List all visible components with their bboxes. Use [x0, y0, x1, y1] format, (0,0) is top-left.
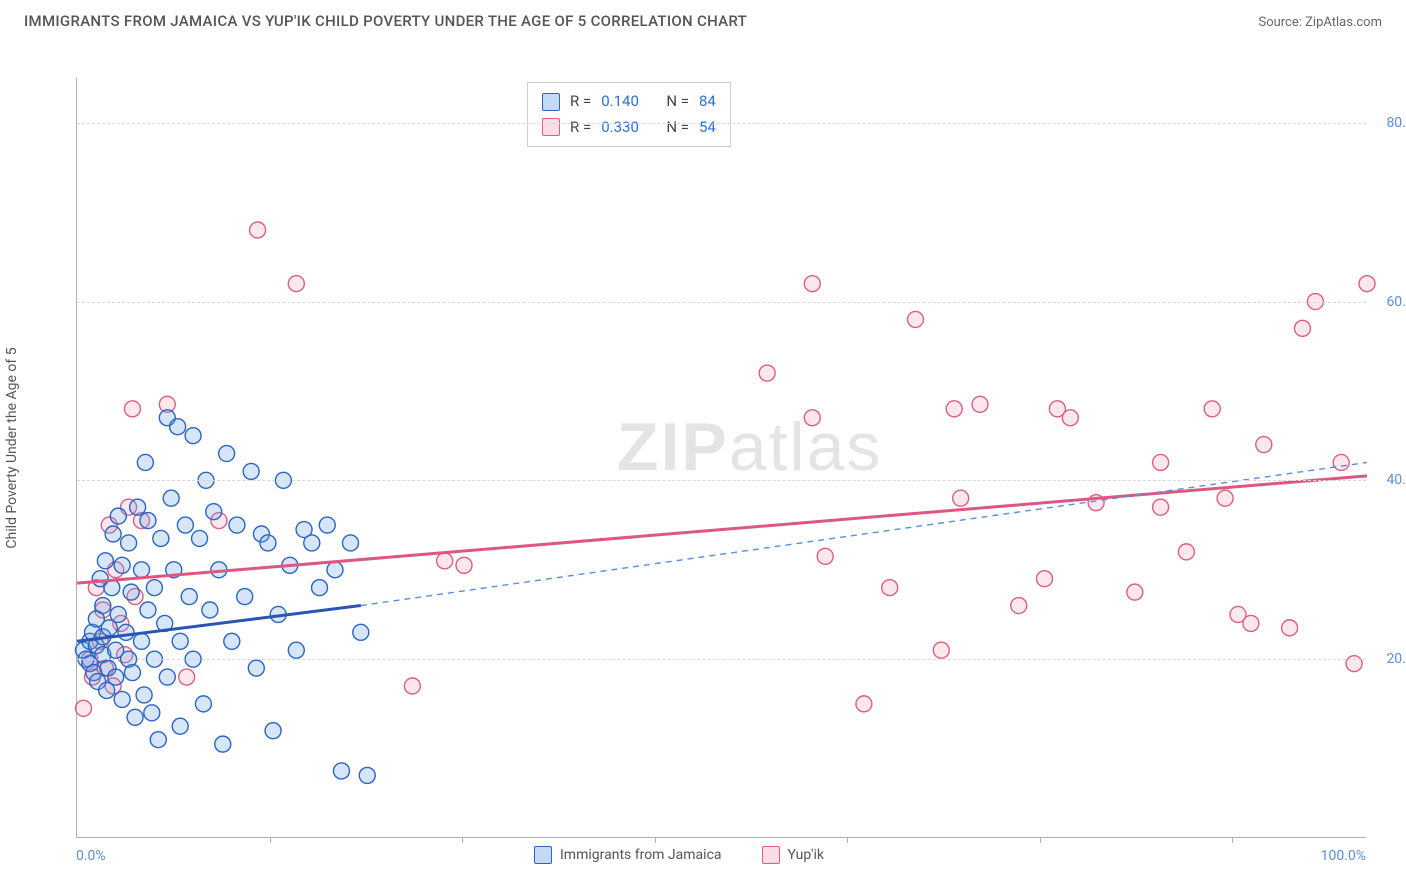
swatch-yupik-icon — [762, 846, 780, 864]
y-tick-label: 80.0% — [1386, 115, 1406, 131]
chart-title: IMMIGRANTS FROM JAMAICA VS YUP'IK CHILD … — [24, 12, 747, 30]
x-axis-max-label: 100.0% — [1321, 848, 1366, 864]
y-tick-label: 40.0% — [1386, 472, 1406, 488]
source-attribution: Source: ZipAtlas.com — [1258, 15, 1382, 30]
stats-row-jamaica: R = 0.140 N = 84 — [542, 89, 716, 115]
stats-row-yupik: R = 0.330 N = 54 — [542, 115, 716, 141]
legend-item-yupik: Yup'ik — [762, 846, 824, 864]
swatch-yupik-icon — [542, 118, 560, 136]
y-tick-label: 20.0% — [1386, 651, 1406, 667]
plot-region: ZIPatlas R = 0.140 N = 84 R = 0.330 N = … — [76, 78, 1366, 838]
legend-item-jamaica: Immigrants from Jamaica — [534, 846, 722, 864]
y-axis-label: Child Poverty Under the Age of 5 — [4, 347, 20, 548]
correlation-stats-box: R = 0.140 N = 84 R = 0.330 N = 54 — [527, 82, 731, 147]
x-axis-min-label: 0.0% — [76, 848, 106, 864]
swatch-jamaica-icon — [534, 846, 552, 864]
scatter-layer — [77, 78, 1367, 838]
y-tick-label: 60.0% — [1386, 294, 1406, 310]
chart-area: Child Poverty Under the Age of 5 ZIPatla… — [24, 38, 1382, 858]
swatch-jamaica-icon — [542, 93, 560, 111]
legend: Immigrants from Jamaica Yup'ik — [534, 846, 824, 864]
